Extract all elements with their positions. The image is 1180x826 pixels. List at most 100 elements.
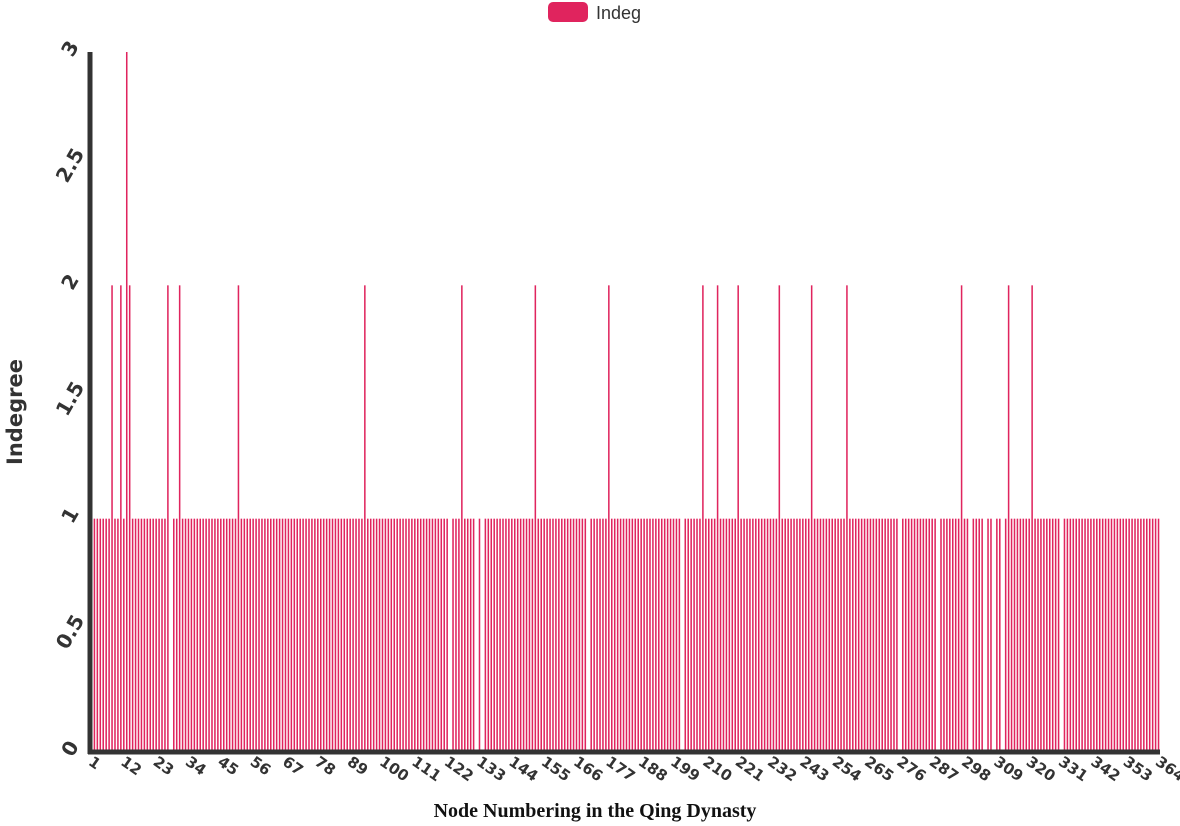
x-tick-label: 111: [409, 753, 445, 786]
bar: [302, 518, 304, 752]
bar: [434, 518, 437, 752]
bar: [910, 518, 913, 752]
bar: [1028, 518, 1030, 752]
bar: [123, 518, 125, 752]
bar: [334, 518, 337, 752]
bar: [793, 518, 795, 752]
bar: [784, 518, 786, 752]
bar: [913, 518, 916, 752]
bar: [755, 518, 757, 752]
bar: [734, 518, 736, 752]
bar: [528, 518, 531, 752]
x-tick-label: 232: [764, 753, 800, 786]
legend[interactable]: Indeg: [548, 2, 641, 23]
bar: [634, 518, 637, 752]
bar: [999, 518, 1001, 752]
bar: [331, 518, 334, 752]
bar: [96, 518, 99, 752]
bar: [431, 518, 434, 752]
bar: [611, 518, 613, 752]
x-tick-label: 12: [118, 753, 145, 780]
bar: [228, 518, 231, 752]
bar: [796, 518, 798, 752]
bar: [1084, 518, 1086, 752]
bar: [760, 518, 763, 752]
bar: [461, 285, 463, 752]
bar: [949, 518, 951, 752]
bar: [807, 518, 810, 752]
bar: [972, 518, 975, 752]
bar: [325, 518, 328, 752]
bar: [143, 518, 146, 752]
bar: [625, 518, 628, 752]
bar: [1010, 518, 1013, 752]
bar: [205, 518, 207, 752]
bar: [716, 285, 719, 752]
bar: [1157, 518, 1160, 752]
bar: [987, 518, 989, 752]
bar: [904, 518, 907, 752]
bar: [1143, 518, 1145, 752]
bar: [422, 518, 425, 752]
bar: [222, 518, 225, 752]
bar: [652, 518, 654, 752]
x-tick-label: 320: [1023, 753, 1059, 786]
bar: [328, 518, 331, 752]
bar: [381, 518, 384, 752]
bar: [1022, 518, 1025, 752]
bar: [975, 518, 978, 752]
bar: [346, 518, 348, 752]
bar: [255, 518, 257, 752]
bar: [1151, 518, 1154, 752]
bar: [437, 518, 440, 752]
bar: [511, 518, 513, 752]
bar: [158, 518, 160, 752]
bar: [399, 518, 401, 752]
bar: [1113, 518, 1116, 752]
bar: [208, 518, 210, 752]
bar: [214, 518, 216, 752]
bar: [278, 518, 281, 752]
bar: [822, 518, 825, 752]
bar: [237, 285, 240, 752]
bar: [99, 518, 102, 752]
x-tick-label: 78: [312, 753, 339, 780]
bar: [428, 518, 431, 752]
bar: [672, 518, 675, 752]
bar: [963, 518, 966, 752]
bar: [225, 518, 228, 752]
bar: [1051, 518, 1054, 752]
bar: [243, 518, 246, 752]
bar: [120, 285, 122, 752]
bar: [1049, 518, 1051, 752]
bar: [505, 518, 507, 752]
bar: [493, 518, 495, 752]
bar: [719, 518, 722, 752]
bar: [781, 518, 784, 752]
bar: [802, 518, 804, 752]
bar: [1025, 518, 1028, 752]
bar: [575, 518, 578, 752]
bar: [249, 518, 251, 752]
bar: [1019, 518, 1022, 752]
bar: [966, 518, 969, 752]
bar: [1078, 518, 1080, 752]
bar: [131, 518, 134, 752]
bar: [181, 518, 184, 752]
bar: [728, 518, 731, 752]
bar: [743, 518, 745, 752]
bar: [613, 518, 616, 752]
bar: [496, 518, 498, 752]
bar: [337, 518, 340, 752]
bar: [890, 518, 892, 752]
bar: [155, 518, 157, 752]
bar: [355, 518, 357, 752]
bar: [405, 518, 407, 752]
bar: [637, 518, 639, 752]
bar: [713, 518, 716, 752]
bar: [343, 518, 346, 752]
y-tick-label: 2: [56, 270, 84, 294]
bar: [869, 518, 872, 752]
bar: [349, 518, 351, 752]
bar: [549, 518, 551, 752]
